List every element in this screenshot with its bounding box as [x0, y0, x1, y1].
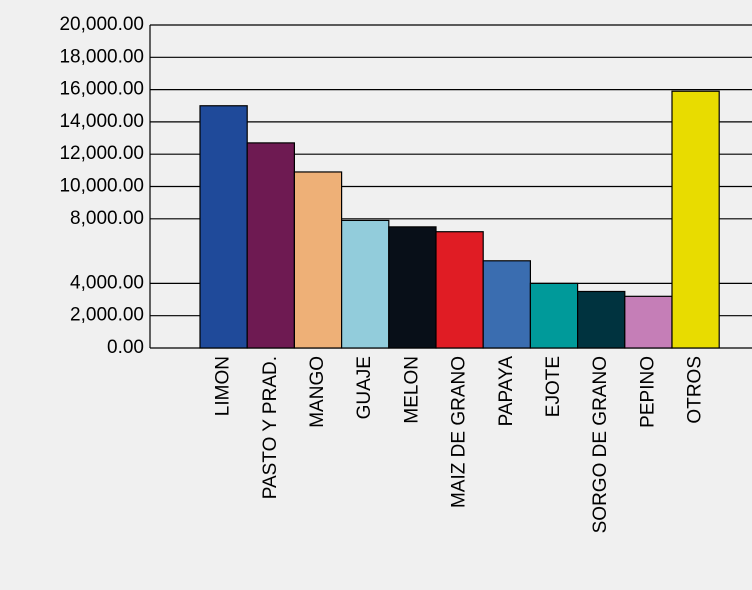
x-tick-label: MAIZ DE GRANO [449, 356, 470, 508]
x-tick-label: MELON [401, 356, 422, 424]
bar [246, 142, 295, 349]
x-tick-label: GUAJE [354, 356, 375, 419]
bar [671, 90, 720, 349]
y-tick-label: 18,000.00 [59, 46, 144, 67]
bar [199, 105, 248, 349]
bar [529, 282, 579, 349]
bar [435, 231, 484, 349]
y-tick-label: 4,000.00 [70, 272, 144, 293]
bar [388, 226, 437, 349]
y-tick-label: 0.00 [107, 337, 144, 358]
y-tick-label: 10,000.00 [59, 176, 144, 197]
x-tick-label: MANGO [307, 356, 328, 428]
y-tick-label: 14,000.00 [59, 111, 144, 132]
y-tick-label: 20,000.00 [59, 14, 144, 35]
x-tick-label: OTROS [685, 356, 706, 424]
y-tick-label: 12,000.00 [59, 143, 144, 164]
bar [293, 171, 343, 349]
bar [576, 290, 626, 349]
x-tick-label: PASTO Y PRAD. [260, 356, 281, 499]
x-tick-label: PAPAYA [496, 356, 517, 427]
x-tick-label: LIMON [213, 356, 234, 416]
x-tick-label: PEPINO [637, 356, 658, 428]
y-tick-label: 16,000.00 [59, 79, 144, 100]
y-tick-label: 2,000.00 [70, 305, 144, 326]
x-tick-label: SORGO DE GRANO [590, 356, 611, 533]
bar [341, 219, 390, 349]
bar [482, 260, 532, 349]
bar [624, 295, 673, 349]
x-tick-label: EJOTE [543, 356, 564, 417]
y-tick-label: 8,000.00 [70, 208, 144, 229]
